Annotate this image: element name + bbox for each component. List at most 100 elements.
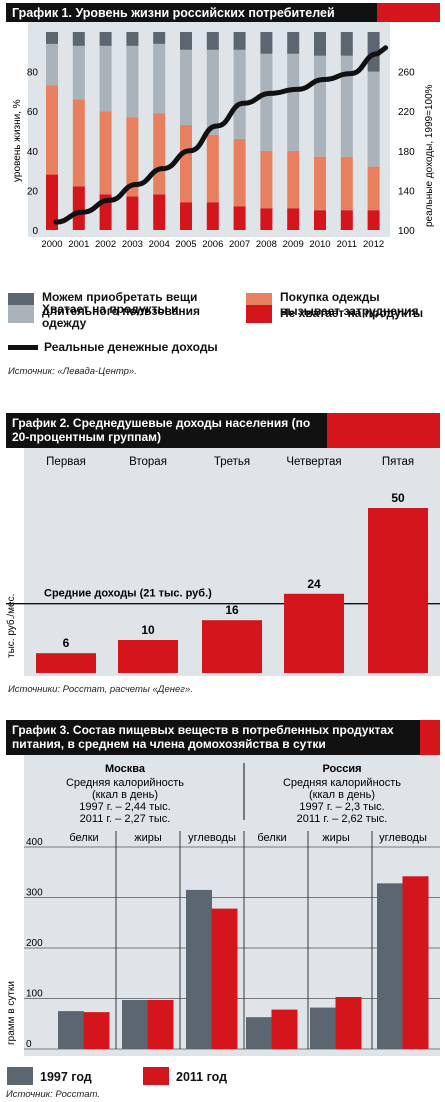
bar-durables-2004	[153, 32, 166, 44]
bar-no-food-2001	[72, 186, 85, 230]
chart2-ylabel: тыс. руб./мес.	[5, 594, 17, 658]
legend-swatch-2011	[143, 1067, 169, 1085]
legend-2011: 2011 год	[176, 1070, 228, 1084]
average-income-label: Средние доходы (21 тыс. руб.)	[44, 588, 212, 600]
y-tick-100: 100	[26, 989, 43, 1000]
y-tick-0: 0	[26, 1039, 32, 1050]
x-label-2011: 2011	[337, 239, 357, 250]
bar-durables-2005	[180, 32, 192, 50]
nutrient-bar-2011-1	[83, 1012, 110, 1049]
x-label-2004: 2004	[149, 239, 170, 250]
chart1-ylabel-left: уровень жизни, %	[12, 99, 23, 182]
income-line	[53, 45, 389, 225]
moscow-caption-3: 1997 г. – 2,44 тыс.	[79, 801, 170, 813]
bar-durables-2008	[260, 32, 273, 54]
legend-swatch-income	[8, 345, 38, 350]
nutrient-bar-1997-2	[122, 1000, 148, 1049]
bar-durables-2001	[72, 32, 85, 46]
legend-income: Реальные денежные доходы	[44, 340, 218, 354]
nutrient-bar-2011-5	[335, 996, 362, 1049]
bar-food-clothes-2001	[72, 45, 85, 100]
income-value-4: 24	[307, 577, 321, 591]
chart1-source: Источник: «Левада-Центр».	[8, 366, 137, 377]
left-tick-60: 60	[27, 107, 39, 118]
group-label-3: Третья	[214, 456, 250, 468]
bar-food-clothes-2011	[340, 55, 353, 157]
moscow-caption-4: 2011 г. – 2,27 тыс.	[80, 813, 171, 825]
x-label-2003: 2003	[122, 239, 143, 250]
bar-food-clothes-2002	[99, 45, 112, 112]
chart1-title: График 1. Уровень жизни российских потре…	[6, 3, 377, 22]
nutrient-label-1: белки	[69, 832, 98, 844]
right-tick-140: 140	[398, 186, 415, 197]
group-label-1: Первая	[46, 456, 86, 468]
income-value-3: 16	[225, 603, 239, 617]
bar-no-food-2005	[180, 202, 192, 230]
bar-food-clothes-2004	[153, 43, 166, 114]
y-tick-200: 200	[26, 938, 43, 949]
chart1-plot: 0 20 40 60 80 100 140 180 220 260 2000 2001 2002 200…	[12, 22, 435, 250]
x-label-2000: 2000	[41, 239, 62, 250]
x-label-2010: 2010	[309, 239, 330, 250]
bar-food-clothes-2000	[46, 43, 58, 86]
bar-durables-2012	[367, 32, 380, 72]
bar-clothes-hard-2008	[260, 150, 273, 209]
nutrient-bar-1997-6	[377, 883, 403, 1049]
bar-durables-2010	[314, 32, 326, 56]
group-label-5: Пятая	[382, 456, 414, 468]
russia-caption-1: Средняя калорийность	[283, 777, 401, 789]
x-label-2002: 2002	[95, 239, 116, 250]
left-tick-80: 80	[27, 68, 39, 79]
nutrient-label-6: углеводы	[379, 832, 427, 844]
chart3-red-tab	[420, 720, 440, 755]
chart2-red-tab	[327, 413, 440, 448]
right-tick-260: 260	[398, 68, 415, 79]
bar-food-clothes-2009	[287, 53, 300, 151]
bar-food-clothes-2012	[367, 71, 380, 167]
moscow-caption-1: Средняя калорийность	[66, 777, 184, 789]
bar-durables-2003	[126, 32, 139, 46]
russia-caption-4: 2011 г. – 2,62 тыс.	[297, 813, 388, 825]
russia-caption-2: (ккал в день)	[309, 789, 375, 801]
chart3-source: Источник: Росстат.	[6, 1089, 100, 1100]
right-tick-100: 100	[398, 226, 415, 237]
chart3-plot: Москва Средняя калорийность (ккал в день…	[6, 755, 440, 1056]
x-label-2007: 2007	[229, 239, 250, 250]
bar-durables-2009	[287, 32, 300, 54]
chart2-title: График 2. Среднедушевые доходы населения…	[6, 413, 327, 448]
bar-clothes-hard-2002	[99, 111, 112, 195]
nutrient-bar-2011-3	[211, 908, 238, 1049]
bar-clothes-hard-2006	[206, 134, 219, 203]
x-label-2006: 2006	[202, 239, 223, 250]
income-value-5: 50	[391, 491, 405, 505]
x-label-2008: 2008	[256, 239, 277, 250]
bar-clothes-hard-2001	[72, 99, 85, 187]
bar-clothes-hard-2003	[126, 117, 139, 197]
nutrient-bar-1997-5	[310, 1007, 336, 1049]
chart3-title: График 3. Состав пищевых веществ в потре…	[6, 720, 420, 755]
bar-durables-2006	[206, 32, 219, 50]
legend-clothes-hard: Покупка одежды вызывает затруднения	[280, 290, 419, 318]
bar-durables-2011	[340, 32, 353, 56]
nutrient-label-4: белки	[257, 832, 286, 844]
income-bar-5	[368, 508, 428, 673]
income-value-1: 6	[63, 636, 70, 650]
legend-no-food: Не хватает на продукты	[280, 306, 424, 320]
y-tick-300: 300	[26, 888, 43, 899]
chart3-ylabel: грамм в сутки	[6, 981, 17, 1045]
bar-clothes-hard-2007	[233, 138, 246, 207]
income-value-2: 10	[141, 623, 155, 637]
income-bar-2	[118, 640, 178, 673]
nutrient-label-3: углеводы	[188, 832, 236, 844]
moscow-header: Москва	[105, 763, 146, 775]
x-label-2005: 2005	[175, 239, 196, 250]
bar-clothes-hard-2004	[153, 113, 166, 195]
x-label-2009: 2009	[283, 239, 304, 250]
income-bar-1	[36, 653, 96, 673]
right-tick-180: 180	[398, 147, 415, 158]
bar-no-food-2011	[340, 210, 353, 230]
income-bar-4	[284, 593, 344, 673]
bar-clothes-hard-2012	[367, 166, 380, 211]
nutrient-bar-2011-4	[271, 1009, 298, 1049]
x-label-2012: 2012	[363, 239, 384, 250]
